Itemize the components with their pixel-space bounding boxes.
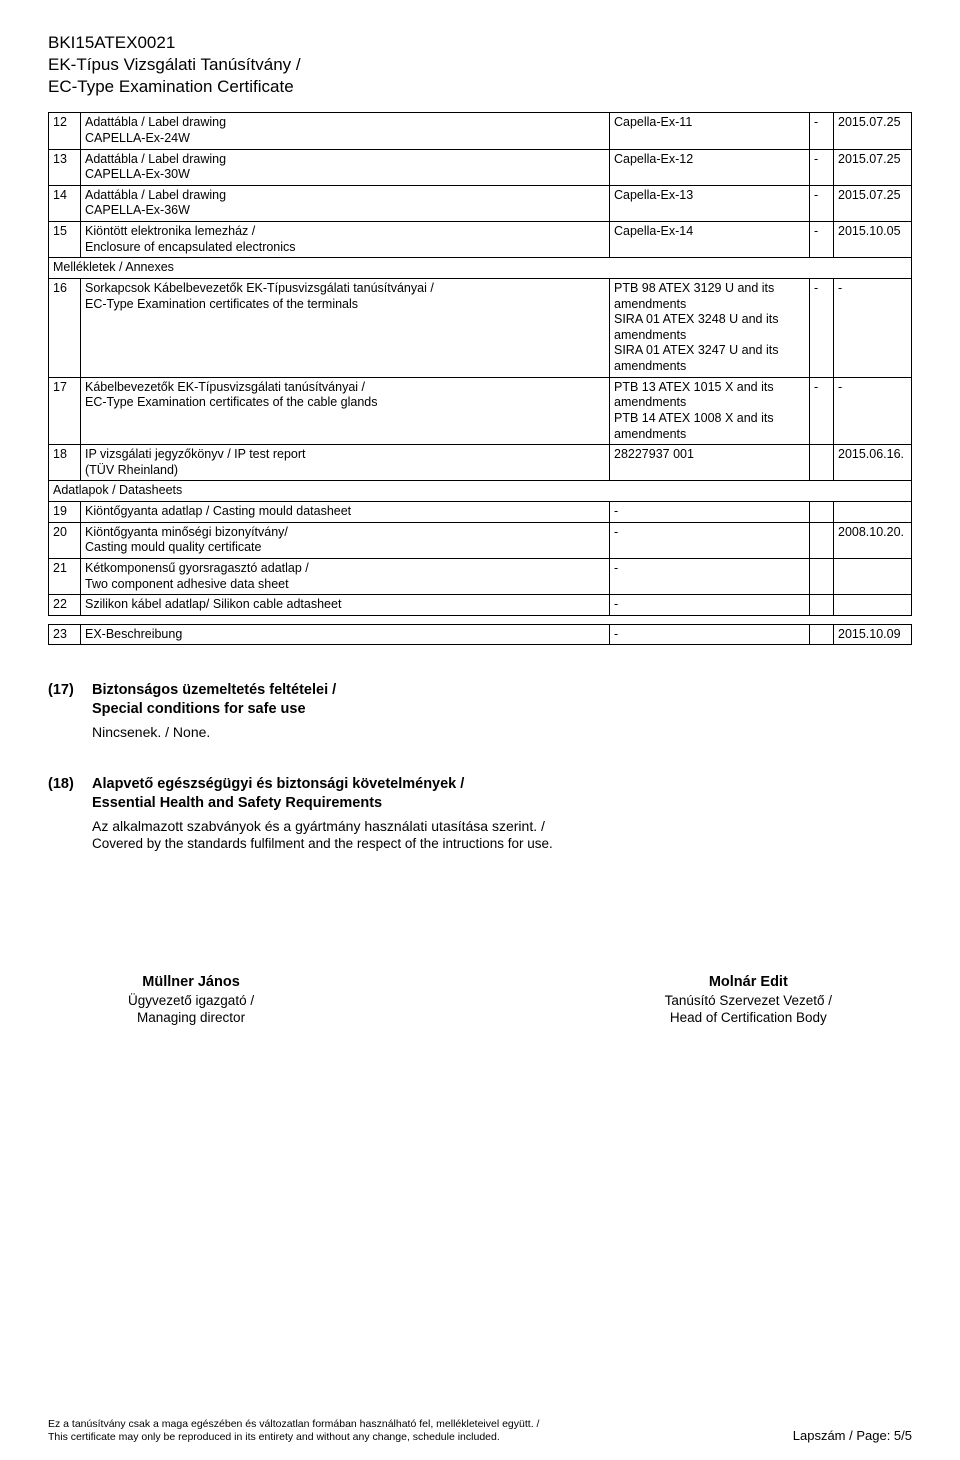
row-date — [834, 595, 912, 616]
row-num: 14 — [49, 185, 81, 221]
row-desc: IP vizsgálati jegyzőkönyv / IP test repo… — [81, 445, 610, 481]
row-dash: - — [810, 377, 834, 445]
row-num: 23 — [49, 624, 81, 645]
row-ref: - — [610, 502, 810, 523]
footer-left: Ez a tanúsítvány csak a maga egészében é… — [48, 1418, 539, 1444]
row-desc: Kétkomponensű gyorsragasztó adatlap /Two… — [81, 558, 610, 594]
row-num: 13 — [49, 149, 81, 185]
row-dash: - — [810, 222, 834, 258]
sig-right-role2: Head of Certification Body — [665, 1009, 832, 1027]
row-ref: PTB 13 ATEX 1015 X and its amendmentsPTB… — [610, 377, 810, 445]
row-desc: Kiöntőgyanta adatlap / Casting mould dat… — [81, 502, 610, 523]
row-date: 2015.10.09 — [834, 624, 912, 645]
row-dash — [810, 502, 834, 523]
row-desc: EX-Beschreibung — [81, 624, 610, 645]
signature-left: Müllner János Ügyvezető igazgató / Manag… — [128, 973, 254, 1027]
row-num: 20 — [49, 522, 81, 558]
sig-left-role2: Managing director — [128, 1009, 254, 1027]
row-ref: - — [610, 624, 810, 645]
row-date — [834, 502, 912, 523]
doc-code: BKI15ATEX0021 — [48, 32, 912, 54]
row-date: - — [834, 278, 912, 377]
row-num: 12 — [49, 113, 81, 149]
row-desc: Adattábla / Label drawingCAPELLA-Ex-30W — [81, 149, 610, 185]
sig-left-role1: Ügyvezető igazgató / — [128, 992, 254, 1010]
row-ref: Capella-Ex-13 — [610, 185, 810, 221]
row-num: 22 — [49, 595, 81, 616]
row-num: 19 — [49, 502, 81, 523]
section-17-title: Biztonságos üzemeltetés feltételei /Spec… — [92, 681, 336, 719]
row-date — [834, 558, 912, 594]
page-footer: Ez a tanúsítvány csak a maga egészében é… — [48, 1418, 912, 1444]
doc-title-en: EC-Type Examination Certificate — [48, 76, 912, 98]
row-num: 18 — [49, 445, 81, 481]
row-desc: Adattábla / Label drawingCAPELLA-Ex-24W — [81, 113, 610, 149]
row-dash: - — [810, 278, 834, 377]
row-ref: 28227937 001 — [610, 445, 810, 481]
section-header: Mellékletek / Annexes — [49, 258, 912, 279]
row-num: 15 — [49, 222, 81, 258]
row-date: 2015.07.25 — [834, 149, 912, 185]
section-18-title: Alapvető egészségügyi és biztonsági köve… — [92, 775, 464, 813]
section-17-num: (17) — [48, 681, 92, 700]
row23-table: 23EX-Beschreibung- 2015.10.09 — [48, 624, 912, 646]
row-dash: - — [810, 113, 834, 149]
row-date: 2015.07.25 — [834, 113, 912, 149]
row-desc: Adattábla / Label drawingCAPELLA-Ex-36W — [81, 185, 610, 221]
row-dash: - — [810, 149, 834, 185]
doc-title-hu: EK-Típus Vizsgálati Tanúsítvány / — [48, 54, 912, 76]
row-date: 2015.07.25 — [834, 185, 912, 221]
row-ref: - — [610, 558, 810, 594]
row-ref: Capella-Ex-11 — [610, 113, 810, 149]
document-header: BKI15ATEX0021 EK-Típus Vizsgálati Tanúsí… — [48, 32, 912, 98]
row-num: 17 — [49, 377, 81, 445]
signatures: Müllner János Ügyvezető igazgató / Manag… — [48, 973, 912, 1027]
section-17-body: Nincsenek. / None. — [92, 723, 912, 741]
footer-page-number: Lapszám / Page: 5/5 — [793, 1428, 912, 1444]
row-num: 16 — [49, 278, 81, 377]
section-header: Adatlapok / Datasheets — [49, 481, 912, 502]
row-ref: PTB 98 ATEX 3129 U and its amendmentsSIR… — [610, 278, 810, 377]
section-18: (18) Alapvető egészségügyi és biztonsági… — [48, 775, 912, 852]
row-desc: Kiöntőgyanta minőségi bizonyítvány/Casti… — [81, 522, 610, 558]
row-date: - — [834, 377, 912, 445]
row-date: 2008.10.20. — [834, 522, 912, 558]
row-desc: Szilikon kábel adatlap/ Silikon cable ad… — [81, 595, 610, 616]
row-dash — [810, 522, 834, 558]
signature-right: Molnár Edit Tanúsító Szervezet Vezető / … — [665, 973, 832, 1027]
sig-right-name: Molnár Edit — [665, 973, 832, 992]
main-table: 12Adattábla / Label drawingCAPELLA-Ex-24… — [48, 112, 912, 616]
row-ref: - — [610, 522, 810, 558]
row-dash — [810, 624, 834, 645]
row-desc: Kiöntött elektronika lemezház /Enclosure… — [81, 222, 610, 258]
row-date: 2015.06.16. — [834, 445, 912, 481]
row-dash — [810, 445, 834, 481]
row-dash — [810, 595, 834, 616]
section-18-num: (18) — [48, 775, 92, 794]
row-ref: Capella-Ex-12 — [610, 149, 810, 185]
sig-right-role1: Tanúsító Szervezet Vezető / — [665, 992, 832, 1010]
row-desc: Sorkapcsok Kábelbevezetők EK-Típusvizsgá… — [81, 278, 610, 377]
sig-left-name: Müllner János — [128, 973, 254, 992]
row-ref: Capella-Ex-14 — [610, 222, 810, 258]
row-dash — [810, 558, 834, 594]
row-num: 21 — [49, 558, 81, 594]
row-date: 2015.10.05 — [834, 222, 912, 258]
row-ref: - — [610, 595, 810, 616]
row-dash: - — [810, 185, 834, 221]
section-18-body: Az alkalmazott szabványok és a gyártmány… — [92, 817, 912, 853]
section-17: (17) Biztonságos üzemeltetés feltételei … — [48, 681, 912, 741]
row-desc: Kábelbevezetők EK-Típusvizsgálati tanúsí… — [81, 377, 610, 445]
